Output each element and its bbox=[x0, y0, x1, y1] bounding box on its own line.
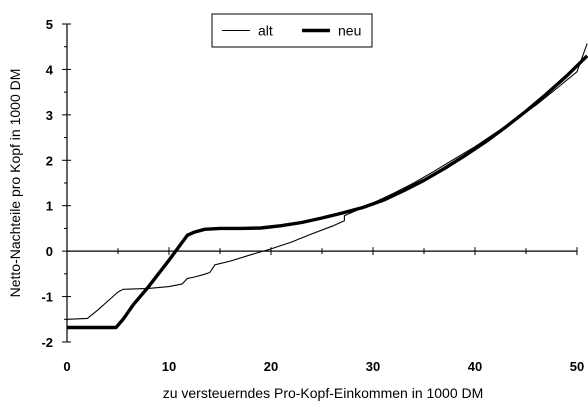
y-tick-label: 4 bbox=[46, 62, 54, 77]
x-tick-label: 40 bbox=[468, 359, 482, 374]
y-axis-label: Netto-Nachteile pro Kopf in 1000 DM bbox=[7, 69, 23, 298]
y-tick-label: -2 bbox=[41, 335, 53, 350]
series-lines bbox=[66, 43, 588, 330]
x-tick-label: 50 bbox=[570, 359, 584, 374]
legend-label-alt: alt bbox=[258, 23, 273, 39]
y-tick-label: 1 bbox=[46, 199, 53, 214]
y-tick-label: 2 bbox=[46, 153, 53, 168]
x-tick-label: 0 bbox=[63, 359, 70, 374]
series-line-alt bbox=[66, 43, 588, 320]
y-tick-label: 0 bbox=[46, 244, 53, 259]
y-tick-label: -1 bbox=[41, 290, 53, 305]
y-tick-label: 5 bbox=[46, 17, 53, 32]
x-tick-label: 30 bbox=[366, 359, 380, 374]
legend-label-neu: neu bbox=[338, 23, 361, 39]
series-line-neu bbox=[67, 54, 588, 330]
y-tick-label: 3 bbox=[46, 108, 53, 123]
legend: alt neu bbox=[211, 13, 373, 48]
x-tick-label: 20 bbox=[264, 359, 278, 374]
x-axis-label: zu versteuerndes Pro-Kopf-Einkommen in 1… bbox=[163, 385, 484, 401]
x-tick-label: 10 bbox=[162, 359, 176, 374]
